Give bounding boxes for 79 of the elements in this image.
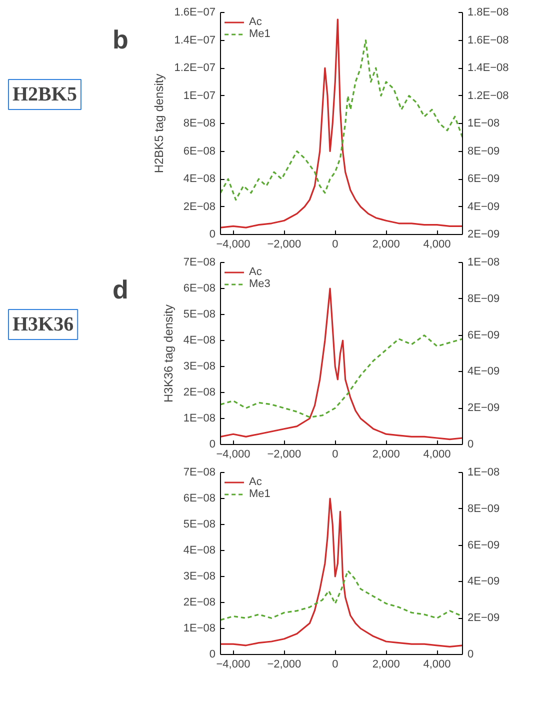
x-tick-label: −4,000 <box>216 238 250 250</box>
y-tick-label: 3E−08 <box>183 570 216 582</box>
y2-tick-label: 1.2E−08 <box>468 90 509 102</box>
y2-tick-label: 1.6E−08 <box>468 34 509 46</box>
y2-tick-label: 6E−09 <box>468 539 500 552</box>
y2-tick-label: 1E−08 <box>468 256 500 268</box>
x-tick-label: −4,000 <box>216 448 250 460</box>
y-tick-label: 1.6E−07 <box>174 6 216 18</box>
y-tick-label: 4E−08 <box>183 334 216 346</box>
x-tick-label: −4,000 <box>216 658 250 670</box>
x-tick-label: 2,000 <box>372 238 400 250</box>
y-tick-label: 1.2E−07 <box>174 62 216 74</box>
y-tick-label: 1E−08 <box>183 412 216 424</box>
y-tick-label: 6E−08 <box>183 282 216 294</box>
y2-tick-label: 0 <box>468 438 474 450</box>
y-tick-label: 3E−08 <box>183 360 216 372</box>
y-tick-label: 1.4E−07 <box>174 34 216 46</box>
x-tick-label: 0 <box>332 238 338 250</box>
x-tick-label: −2,000 <box>267 238 302 250</box>
y2-tick-label: 4E−09 <box>468 366 500 378</box>
x-tick-label: 0 <box>332 658 338 670</box>
text: b <box>112 24 128 54</box>
line-series <box>220 18 462 228</box>
y-axis-title: H2BK5 tag density <box>152 74 166 174</box>
y2-tick-label: 6E−09 <box>468 173 500 185</box>
x-tick-label: 2,000 <box>372 658 400 670</box>
y-tick-label: 6E−08 <box>183 145 216 158</box>
y2-tick-label: 1E−08 <box>468 118 500 130</box>
y2-tick-label: 1.4E−08 <box>468 62 509 74</box>
y-tick-label: 7E−08 <box>183 256 216 268</box>
legend-label: Me3 <box>249 278 270 290</box>
y-tick-label: 0 <box>209 438 216 450</box>
y2-tick-label: 2E−09 <box>468 228 500 240</box>
y2-tick-label: 2E−09 <box>468 402 500 414</box>
line-series <box>220 39 462 201</box>
x-tick-label: 4,000 <box>423 448 451 460</box>
x-tick-label: −2,000 <box>267 658 302 670</box>
y-axis-title: H3K36 tag density <box>161 304 176 403</box>
y2-tick-label: 4E−09 <box>468 200 500 213</box>
y-tick-label: 4E−08 <box>183 544 216 556</box>
y2-tick-label: 2E−09 <box>468 612 500 624</box>
y2-tick-label: 4E−09 <box>468 576 500 588</box>
y-tick-label: 0 <box>209 228 216 240</box>
text: H3K36 <box>12 314 74 336</box>
y-tick-label: 6E−08 <box>183 492 216 504</box>
legend-label: Ac <box>249 476 263 488</box>
y2-tick-label: 1.8E−08 <box>468 6 509 18</box>
y2-tick-label: 6E−09 <box>468 329 500 342</box>
x-tick-label: 0 <box>332 448 338 460</box>
text: H2BK5 <box>12 84 77 106</box>
y-tick-label: 5E−08 <box>183 308 216 320</box>
y-tick-label: 1E−07 <box>183 90 216 102</box>
line-series <box>220 334 462 418</box>
y2-tick-label: 1E−08 <box>468 466 500 478</box>
x-tick-label: 4,000 <box>423 658 451 670</box>
legend-label: Me1 <box>249 28 270 40</box>
line-series <box>220 570 462 621</box>
legend-label: Ac <box>249 266 263 278</box>
legend-label: Ac <box>249 16 263 28</box>
y2-tick-label: 8E−09 <box>468 145 500 158</box>
text: d <box>112 274 128 304</box>
y2-tick-label: 0 <box>468 648 474 660</box>
y-tick-label: 0 <box>209 648 216 660</box>
y-tick-label: 2E−08 <box>183 200 216 213</box>
y-tick-label: 4E−08 <box>183 173 216 185</box>
y-tick-label: 2E−08 <box>183 386 216 398</box>
y2-tick-label: 8E−09 <box>468 292 500 305</box>
y-tick-label: 5E−08 <box>183 518 216 530</box>
x-tick-label: 4,000 <box>423 238 451 250</box>
y-tick-label: 8E−08 <box>183 118 216 130</box>
y-tick-label: 1E−08 <box>183 622 216 634</box>
y2-tick-label: 8E−09 <box>468 502 500 515</box>
line-series <box>220 288 462 440</box>
x-tick-label: 2,000 <box>372 448 400 460</box>
y-tick-label: 2E−08 <box>183 596 216 608</box>
legend-label: Me1 <box>249 488 270 500</box>
line-series <box>220 498 462 648</box>
y-tick-label: 7E−08 <box>183 466 216 478</box>
x-tick-label: −2,000 <box>267 448 302 460</box>
